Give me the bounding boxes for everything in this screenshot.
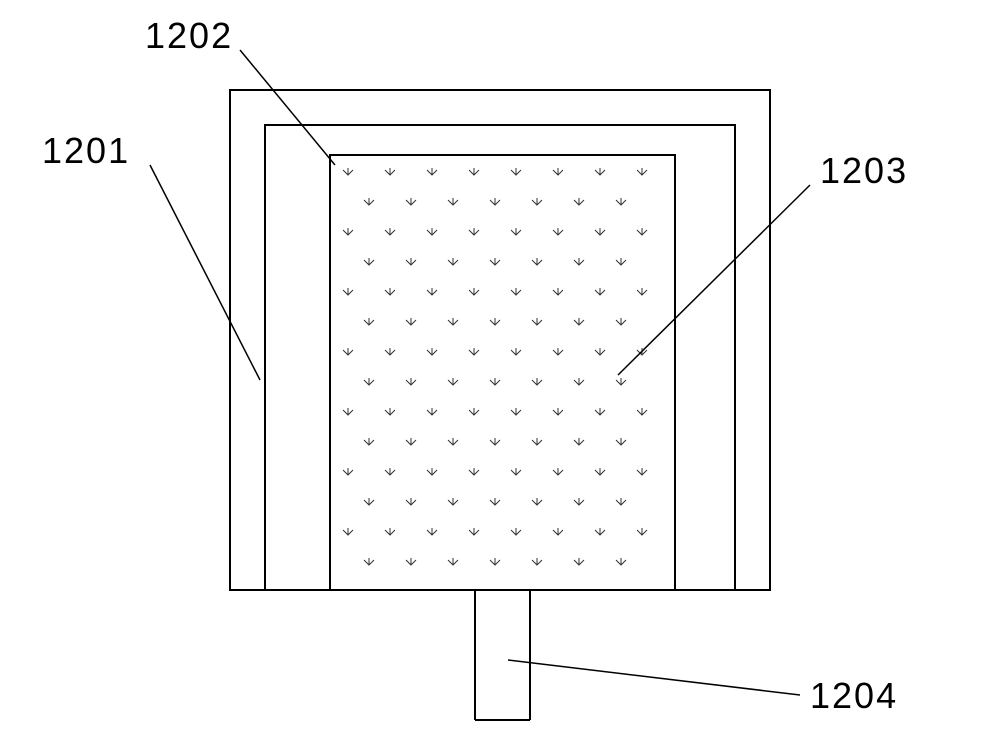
label-1203: 1203 <box>820 150 908 192</box>
label-1204: 1204 <box>810 675 898 717</box>
label-1202: 1202 <box>145 15 233 57</box>
diagram-svg <box>0 0 1000 740</box>
diagram-canvas: 1201 1202 1203 1204 <box>0 0 1000 740</box>
label-1201: 1201 <box>42 130 130 172</box>
